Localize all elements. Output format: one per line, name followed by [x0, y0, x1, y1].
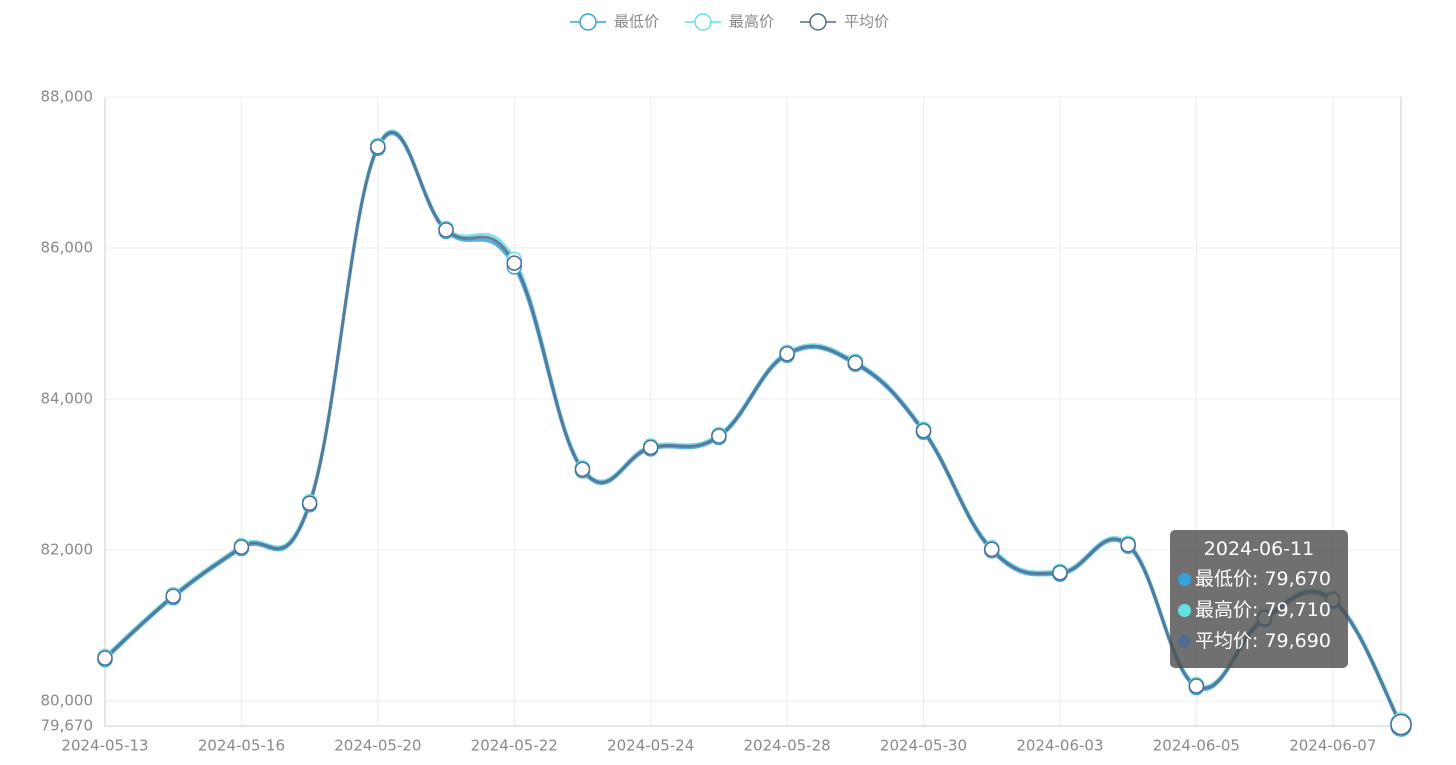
- x-tick-label: 2024-06-05: [1153, 737, 1240, 755]
- data-point: [847, 355, 864, 371]
- x-tick-label: 2024-05-30: [880, 737, 967, 755]
- x-tick-label: 2024-06-03: [1016, 737, 1103, 755]
- legend-label: 平均价: [844, 13, 889, 31]
- tooltip-title: 2024-06-11: [1203, 538, 1315, 560]
- data-point: [574, 461, 591, 478]
- tooltip-value: 79,690: [1264, 630, 1331, 652]
- data-point: [438, 222, 454, 238]
- y-tick-label: 84,000: [41, 390, 94, 408]
- y-tick-label: 82,000: [41, 541, 94, 559]
- legend-label: 最低价: [614, 13, 659, 31]
- tooltip-dot: [1178, 635, 1191, 648]
- y-tick-label: 80,000: [41, 692, 94, 710]
- data-point: [983, 541, 1000, 558]
- x-tick-label: 2024-05-20: [334, 737, 421, 755]
- y-tick-label: 86,000: [41, 239, 94, 257]
- x-tick-label: 2024-05-13: [61, 737, 148, 755]
- x-tick-label: 2024-05-22: [471, 737, 558, 755]
- data-point: [506, 255, 523, 271]
- legend-icon: [694, 13, 712, 31]
- x-tick-label: 2024-05-28: [744, 737, 831, 755]
- data-point: [97, 650, 113, 666]
- legend-label: 最高价: [729, 13, 774, 31]
- tooltip: 2024-06-11 最低价: 79,670 最高价: 79,710 平均价: 79,…: [1170, 530, 1348, 668]
- data-point: [915, 423, 932, 439]
- tooltip-row: 最低价: 79,670: [1178, 564, 1340, 595]
- data-point: [1390, 713, 1412, 736]
- data-point: [370, 139, 386, 155]
- tooltip-row: 最高价: 79,710: [1178, 595, 1340, 626]
- data-point: [1120, 537, 1136, 553]
- legend-icon: [579, 13, 597, 31]
- data-point: [711, 428, 727, 444]
- data-point: [301, 495, 318, 511]
- data-point: [1052, 564, 1068, 581]
- y-tick-label: 79,670: [41, 717, 94, 735]
- data-point: [779, 345, 795, 362]
- tooltip-dot: [1178, 604, 1191, 617]
- tooltip-name: 最高价: [1195, 599, 1253, 621]
- tooltip-name: 平均价: [1195, 630, 1253, 652]
- data-point: [233, 539, 250, 555]
- series-line: [103, 130, 1403, 726]
- tooltip-name: 最低价: [1195, 568, 1253, 590]
- x-tick-label: 2024-05-24: [607, 737, 694, 755]
- data-point: [642, 439, 659, 456]
- x-tick-label: 2024-05-16: [198, 737, 285, 755]
- tooltip-dot: [1178, 573, 1191, 586]
- y-tick-label: 88,000: [41, 88, 94, 106]
- tooltip-value: 79,710: [1264, 599, 1331, 621]
- data-point: [165, 588, 181, 604]
- legend-icon: [809, 13, 827, 31]
- x-tick-label: 2024-06-07: [1289, 737, 1376, 755]
- data-point: [1188, 678, 1205, 694]
- tooltip-row: 平均价: 79,690: [1178, 626, 1340, 657]
- tooltip-value: 79,670: [1264, 568, 1331, 590]
